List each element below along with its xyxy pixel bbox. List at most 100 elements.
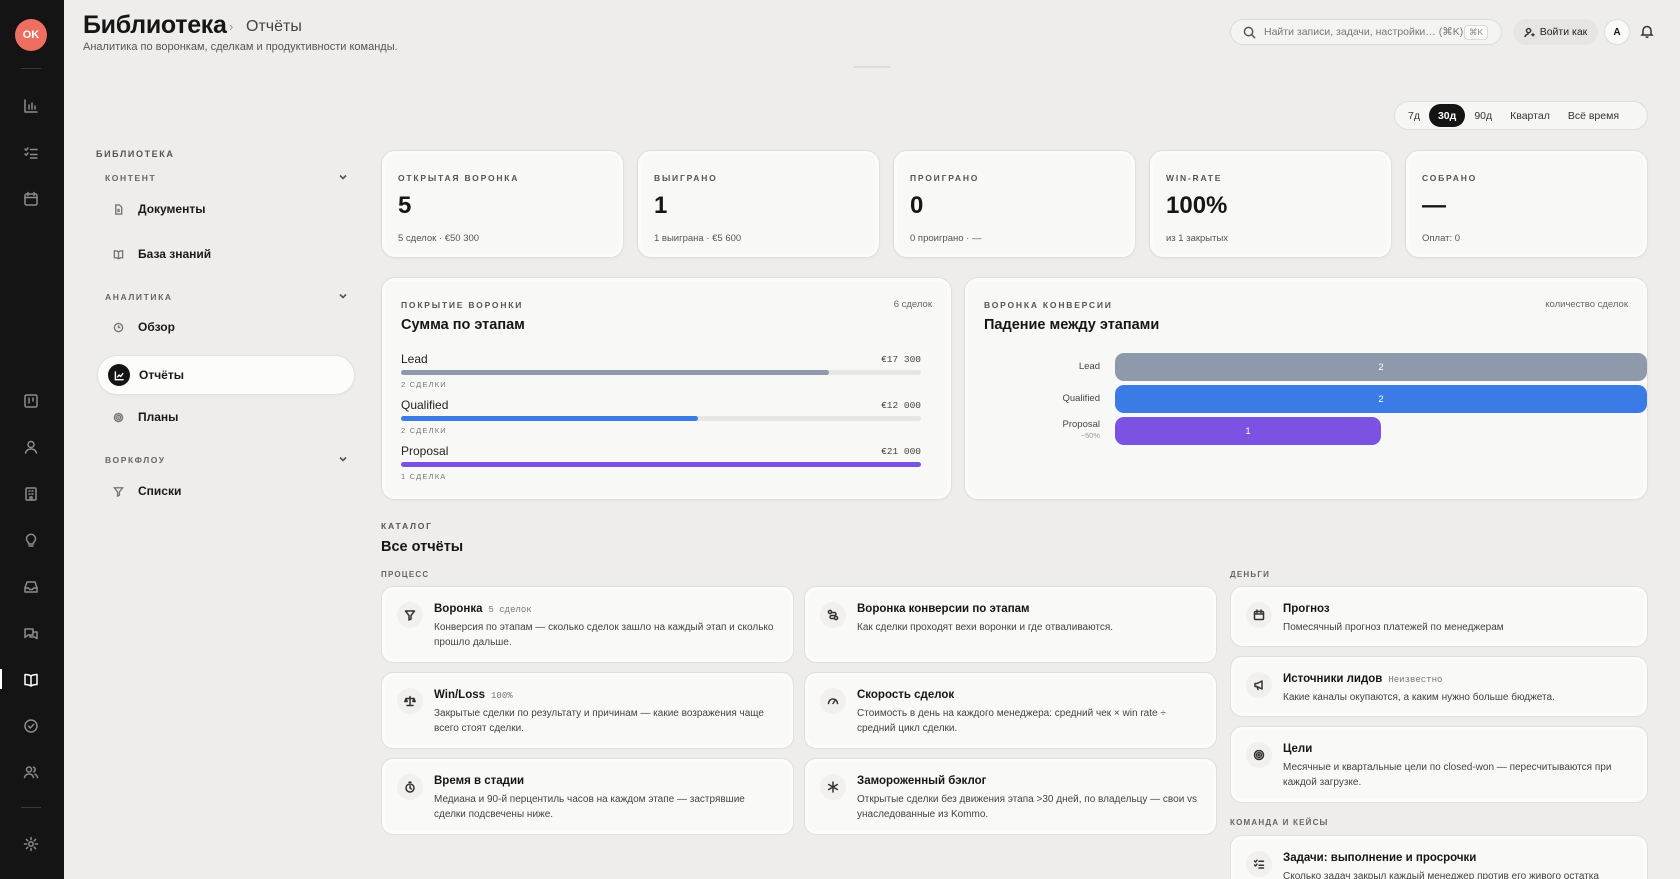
building-icon[interactable] (22, 485, 40, 503)
report-card[interactable]: Время в стадии Медиана и 90-й перцентиль … (381, 758, 794, 835)
kpi-subtext: из 1 закрытых (1166, 233, 1229, 244)
period-option[interactable]: Квартал (1510, 109, 1550, 122)
chat-icon[interactable] (22, 625, 40, 643)
chevron-down-icon[interactable] (338, 172, 348, 182)
report-badge: Неизвестно (1388, 675, 1443, 685)
group-workflow[interactable]: ВОРКФЛОУ (105, 455, 348, 465)
line-chart-icon (108, 364, 130, 386)
user-icon[interactable] (22, 438, 40, 456)
chevron-down-icon[interactable] (338, 291, 348, 301)
workspace-avatar[interactable]: OK (15, 19, 47, 51)
report-card[interactable]: Источники лидов Неизвестно Какие каналы ок… (1230, 656, 1648, 717)
report-card[interactable]: Win/Loss 100% Закрытые сделки по результат… (381, 672, 794, 749)
report-title: Время в стадии (434, 775, 524, 787)
report-name: Воронка конверсии по этапам (857, 603, 1030, 615)
calendar-icon[interactable] (22, 190, 40, 208)
period-option[interactable]: 7д (1408, 109, 1420, 122)
report-name: Источники лидов (1283, 673, 1383, 685)
checklist-icon[interactable] (22, 144, 40, 162)
panel-label: ПОКРЫТИЕ ВОРОНКИ (401, 300, 524, 310)
group-label: АНАЛИТИКА (105, 292, 173, 302)
report-card[interactable]: Воронка конверсии по этапам Как сделки пр… (804, 586, 1217, 663)
book-icon[interactable] (22, 671, 40, 689)
clock-icon (107, 316, 129, 338)
group-analytics[interactable]: АНАЛИТИКА (105, 292, 348, 302)
report-card[interactable]: Прогноз Помесячный прогноз платежей по ме… (1230, 586, 1648, 647)
report-name: Прогноз (1283, 603, 1330, 615)
nav-item-label: Документы (138, 202, 206, 216)
report-name: Скорость сделок (857, 689, 955, 701)
period-option[interactable]: 90д (1474, 109, 1493, 122)
nav-item-knowledge-base[interactable]: База знаний (97, 234, 355, 274)
team-icon[interactable] (22, 763, 40, 781)
report-name: Время в стадии (434, 775, 525, 787)
stage-deal-count: 1 СДЕЛКА (401, 472, 447, 481)
nav-item-plans[interactable]: Планы (97, 397, 355, 437)
stage-amount: €21 000 (881, 446, 921, 457)
kanban-icon[interactable] (22, 392, 40, 410)
kpi-label: ПРОИГРАНО (910, 173, 980, 183)
stage-bar-track (401, 462, 921, 467)
stage-name: Qualified (401, 398, 449, 412)
report-description: Конверсия по этапам — сколько сделок заш… (434, 622, 774, 648)
report-card[interactable]: Воронка 5 сделок Конверсия по этапам — ско… (381, 586, 794, 663)
gauge-icon (820, 688, 846, 714)
search-shortcut-hint: ⌘K (1464, 24, 1489, 40)
bar-value: 2 (1378, 361, 1384, 373)
notifications-bell-icon[interactable] (1640, 24, 1656, 40)
breadcrumb-current: Отчёты (246, 18, 302, 35)
chevron-down-icon[interactable] (338, 454, 348, 464)
bar-chart-icon[interactable] (22, 97, 40, 115)
report-description: Стоимость в день на каждого менеджера: с… (857, 708, 1166, 734)
conversion-row: Lead 2 (984, 353, 1647, 381)
conversion-bar[interactable]: 2 (1115, 385, 1647, 413)
panel-deal-count: 6 сделок (893, 299, 932, 310)
kpi-value: 5 (398, 192, 412, 219)
kpi-subtext: 1 выиграна · €5 600 (654, 233, 742, 244)
app-rail: OK (0, 0, 64, 879)
report-name: Замороженный бэклог (857, 775, 987, 787)
group-content[interactable]: КОНТЕНТ (105, 173, 348, 183)
nav-item-reports[interactable]: Отчёты (97, 355, 355, 395)
report-title: Прогноз (1283, 603, 1330, 615)
lightbulb-icon[interactable] (22, 531, 40, 549)
report-title: Источники лидов Неизвестно (1283, 673, 1442, 685)
report-card[interactable]: Скорость сделок Стоимость в день на каждо… (804, 672, 1217, 749)
user-avatar[interactable]: A (1604, 19, 1630, 45)
stage-bar-track (401, 416, 921, 421)
report-description: Месячные и квартальные цели по closed-wo… (1283, 762, 1612, 788)
conversion-stage-name: Lead (1079, 361, 1100, 372)
rail-active-marker (0, 669, 2, 689)
settings-gear-icon[interactable] (22, 835, 40, 853)
period-option[interactable]: Всё время (1567, 109, 1620, 122)
bar-value: 1 (1245, 425, 1251, 437)
report-name: Задачи: выполнение и просрочки (1283, 852, 1477, 864)
nav-item-documents[interactable]: Документы (97, 189, 355, 229)
report-description: Помесячный прогноз платежей по менеджера… (1283, 622, 1504, 633)
report-card[interactable]: Задачи: выполнение и просрочки Сколько за… (1230, 835, 1648, 879)
global-search[interactable]: ⌘K (1230, 19, 1502, 45)
panel-unit-label: количество сделок (1545, 299, 1628, 310)
kpi-card: ПРОИГРАНО 0 0 проиграно · — (893, 150, 1136, 258)
login-as-button[interactable]: Войти как (1513, 19, 1598, 45)
conversion-bar[interactable]: 2 (1115, 353, 1647, 381)
nav-item-overview[interactable]: Обзор (97, 307, 355, 347)
nav-item-lists[interactable]: Списки (97, 471, 355, 511)
process-column-label: ПРОЦЕСС (381, 570, 430, 579)
filter-icon (397, 602, 423, 628)
team-column-label: КОМАНДА И КЕЙСЫ (1230, 818, 1329, 827)
report-title: Воронка конверсии по этапам (857, 603, 1030, 615)
stage-bar-fill (401, 462, 921, 467)
search-input[interactable] (1264, 26, 1464, 38)
kpi-card: ВЫИГРАНО 1 1 выиграна · €5 600 (637, 150, 880, 258)
report-description: Какие каналы окупаются, а каким нужно бо… (1283, 692, 1555, 703)
report-card[interactable]: Цели Месячные и квартальные цели по close… (1230, 726, 1648, 803)
coverage-panel: ПОКРЫТИЕ ВОРОНКИ 6 сделок Сумма по этапа… (381, 277, 952, 500)
conversion-bar[interactable]: 1 (1115, 417, 1381, 445)
period-option[interactable]: 30д (1428, 104, 1466, 127)
breadcrumb-separator: › (229, 19, 234, 34)
report-card[interactable]: Замороженный бэклог Открытые сделки без д… (804, 758, 1217, 835)
nav-item-label: База знаний (138, 247, 212, 261)
inbox-icon[interactable] (22, 578, 40, 596)
check-circle-icon[interactable] (22, 717, 40, 735)
